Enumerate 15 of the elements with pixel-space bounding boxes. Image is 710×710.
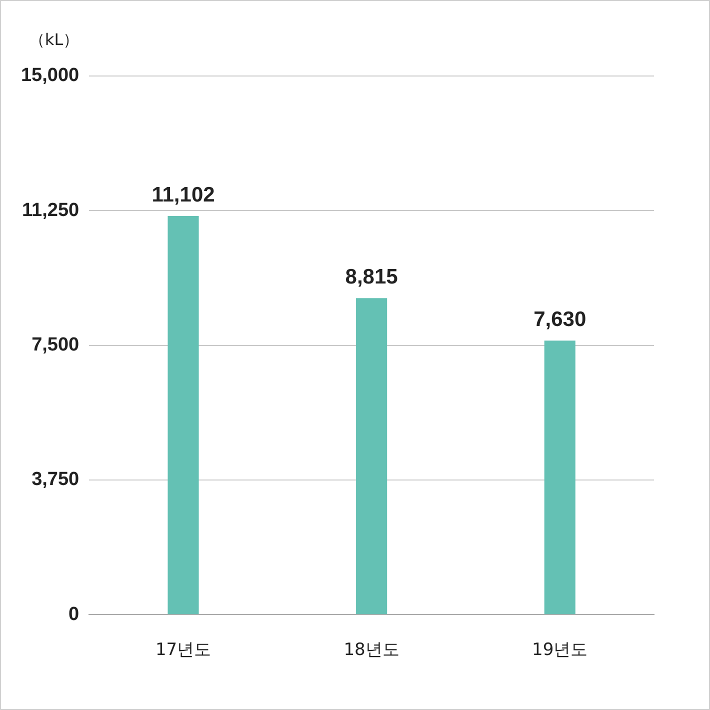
data-label: 11,102 [152,183,215,206]
x-tick-label: 19년도 [532,640,588,660]
y-tick-label: 3,750 [32,469,80,490]
x-tick-label: 18년도 [344,640,400,660]
bar [356,298,388,614]
bar [168,216,199,614]
y-axis-title: （kL） [28,30,80,50]
data-label: 7,630 [534,308,586,331]
y-tick-label: 7,500 [32,334,80,356]
y-tick-label: 11,250 [22,200,80,221]
y-tick-label: 15,000 [20,65,80,86]
y-tick-label: 0 [68,604,80,625]
x-tick-label: 17년도 [155,640,212,660]
data-label: 8,815 [345,265,398,288]
bar [544,340,576,614]
